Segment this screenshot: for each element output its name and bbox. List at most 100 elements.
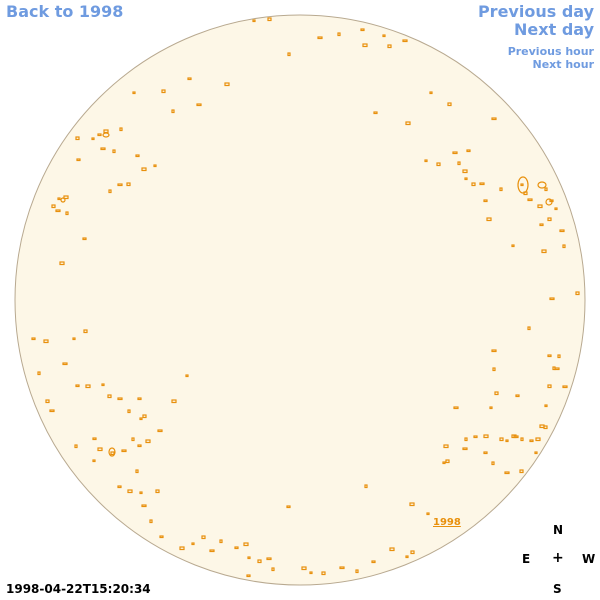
contour-mark	[121, 449, 127, 453]
contour-mark	[43, 339, 49, 344]
contour-mark	[339, 566, 345, 570]
contour-mark	[362, 43, 368, 48]
contour-mark	[45, 399, 50, 404]
contour-mark	[371, 560, 376, 564]
contour-mark	[547, 384, 552, 389]
year-link[interactable]: 1998	[433, 517, 461, 528]
contour-mark	[76, 158, 81, 162]
compass-east: E	[522, 552, 531, 566]
contour-mark	[466, 149, 471, 153]
contour-mark	[65, 211, 69, 216]
contour-mark	[127, 489, 133, 494]
contour-blob	[545, 198, 553, 206]
contour-mark	[137, 397, 142, 401]
contour-mark	[92, 459, 96, 463]
contour-mark	[100, 147, 106, 151]
contour-mark	[471, 182, 476, 187]
contour-blob	[60, 197, 66, 203]
contour-mark	[534, 451, 538, 455]
contour-mark	[287, 52, 291, 57]
contour-mark	[135, 154, 140, 158]
contour-mark	[196, 103, 202, 107]
contour-mark	[373, 111, 378, 115]
contour-mark	[153, 164, 157, 168]
contour-mark	[171, 399, 177, 404]
contour-mark	[209, 549, 215, 553]
contour-blob	[517, 176, 529, 194]
contour-mark	[483, 199, 488, 203]
contour-mark	[405, 555, 409, 559]
contour-mark	[492, 367, 496, 372]
contour-mark	[62, 362, 68, 366]
contour-mark	[562, 244, 566, 249]
contour-mark	[55, 209, 61, 213]
magnetic-contours	[31, 17, 580, 578]
contour-mark	[499, 187, 503, 192]
contour-mark	[473, 435, 478, 439]
contour-mark	[132, 91, 136, 95]
contour-mark	[462, 169, 468, 174]
contour-mark	[457, 161, 461, 166]
contour-mark	[544, 187, 548, 192]
contour-mark	[505, 439, 509, 443]
contour-mark	[562, 385, 568, 389]
contour-mark	[513, 435, 519, 439]
compass-north: N	[553, 523, 564, 537]
contour-mark	[527, 326, 531, 331]
compass-west: W	[582, 552, 596, 566]
contour-mark	[360, 28, 365, 32]
back-to-year-link[interactable]: Back to 1998	[6, 2, 124, 21]
contour-mark	[309, 571, 313, 575]
contour-mark	[191, 542, 195, 546]
contour-mark	[543, 425, 548, 430]
previous-day-link[interactable]: Previous day	[477, 2, 594, 21]
contour-mark	[107, 394, 112, 399]
contour-mark	[321, 571, 326, 576]
contour-mark	[547, 217, 552, 222]
contour-mark	[141, 504, 147, 508]
contour-mark	[243, 542, 249, 547]
contour-mark	[57, 197, 61, 201]
contour-mark	[464, 177, 468, 181]
contour-mark	[286, 505, 291, 509]
contour-mark	[91, 137, 95, 141]
contour-mark	[382, 34, 386, 38]
contour-mark	[97, 447, 103, 452]
contour-mark	[72, 337, 76, 341]
contour-mark	[75, 136, 80, 141]
contour-mark	[112, 149, 116, 154]
contour-mark	[515, 394, 520, 398]
contour-mark	[410, 550, 415, 555]
contour-mark	[185, 374, 189, 378]
previous-hour-link[interactable]: Previous hour	[507, 45, 594, 58]
contour-mark	[51, 204, 56, 209]
contour-mark	[535, 437, 541, 442]
contour-mark	[483, 451, 488, 455]
contour-mark	[552, 366, 556, 371]
contour-mark	[443, 444, 449, 449]
contour-mark	[424, 159, 428, 163]
contour-mark	[520, 183, 524, 187]
contour-blob	[108, 447, 116, 457]
contour-mark	[389, 547, 395, 552]
contour-mark	[364, 484, 368, 489]
contour-mark	[337, 32, 341, 37]
contour-mark	[110, 451, 115, 456]
contour-mark	[547, 354, 552, 358]
contour-mark	[97, 133, 102, 137]
contour-mark	[452, 151, 458, 155]
contour-mark	[541, 249, 547, 254]
next-hour-link[interactable]: Next hour	[532, 58, 595, 71]
contour-mark	[247, 556, 251, 560]
contour-mark	[85, 384, 91, 389]
contour-mark	[187, 77, 192, 81]
contour-blob	[102, 132, 110, 138]
contour-mark	[426, 512, 430, 516]
observation-timestamp: 1998-04-22T15:20:34	[6, 582, 151, 596]
contour-mark	[539, 223, 544, 227]
contour-mark	[92, 437, 97, 441]
contour-mark	[409, 502, 415, 507]
contour-mark	[139, 491, 143, 495]
contour-mark	[491, 117, 497, 121]
next-day-link[interactable]: Next day	[514, 20, 594, 39]
